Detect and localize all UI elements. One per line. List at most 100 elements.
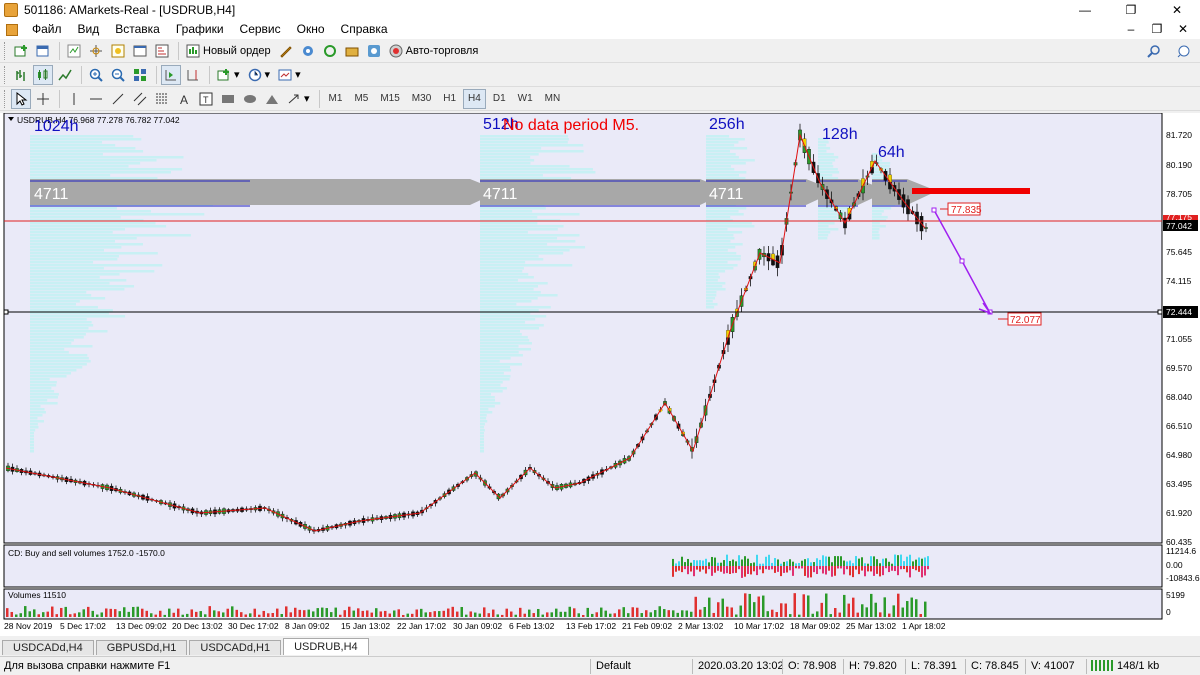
indicators-button[interactable]: ▾ — [214, 65, 243, 85]
timeframe-m1[interactable]: M1 — [328, 93, 343, 104]
chart-shift-button[interactable] — [183, 65, 203, 85]
cd-sell-bar — [798, 566, 800, 569]
profile-bar — [706, 300, 713, 303]
timeframe-h4[interactable]: H4 — [463, 88, 486, 109]
strategy-tester-button[interactable] — [152, 41, 172, 61]
line-chart-button[interactable] — [55, 65, 75, 85]
volume-bar — [613, 613, 616, 617]
menu-help[interactable]: Справка — [340, 22, 388, 36]
tab-usdcadd-h1[interactable]: USDCADd,H1 — [189, 640, 282, 655]
rectangle-tool[interactable] — [218, 89, 238, 109]
window-title: 501186: AMarkets-Real - [USDRUB,H4] — [24, 3, 236, 17]
maximize-button[interactable]: ❐ — [1125, 3, 1137, 17]
vertical-line-tool[interactable] — [64, 89, 84, 109]
market-watch-button[interactable] — [64, 41, 84, 61]
chart-minimize-button[interactable]: – — [1127, 22, 1135, 36]
templates-button[interactable]: ▾ — [275, 65, 304, 85]
cd-sell-bar — [738, 566, 740, 570]
new-order-button[interactable]: Новый ордер — [183, 41, 274, 61]
horizontal-line-tool[interactable] — [86, 89, 106, 109]
timeframe-h1[interactable]: H1 — [443, 93, 457, 104]
hline-handle-right[interactable] — [1157, 309, 1163, 315]
profile-bar — [30, 270, 155, 273]
arrows-tool[interactable]: ▾ — [284, 89, 313, 109]
chart-close-button[interactable]: ✕ — [1177, 22, 1189, 36]
menu-view[interactable]: Вид — [77, 22, 100, 36]
timeframe-mn[interactable]: MN — [544, 93, 561, 104]
data-window-button[interactable] — [86, 41, 106, 61]
volume-bar — [708, 597, 711, 617]
terminal-button[interactable] — [130, 41, 150, 61]
crosshair-tool[interactable] — [33, 89, 53, 109]
hline-handle-left[interactable] — [3, 309, 9, 315]
menu-window[interactable]: Окно — [296, 22, 325, 36]
status-profile[interactable]: Default — [596, 660, 631, 672]
chart-restore-button[interactable]: ❐ — [1151, 22, 1163, 36]
search-button[interactable] — [1144, 41, 1164, 61]
close-button[interactable]: ✕ — [1171, 3, 1183, 17]
cd-buy-bar — [738, 555, 740, 566]
navigator-button[interactable] — [108, 41, 128, 61]
status-bar: Для вызова справки нажмите F1 Default 20… — [0, 656, 1200, 675]
triangle-tool[interactable] — [262, 89, 282, 109]
community-button[interactable] — [364, 41, 384, 61]
timeframe-m15[interactable]: M15 — [380, 93, 400, 104]
menu-file[interactable]: Файл — [32, 22, 62, 36]
menu-tools[interactable]: Сервис — [239, 22, 281, 36]
zoom-in-button[interactable] — [86, 65, 106, 85]
new-chart-button[interactable] — [11, 41, 31, 61]
bar-chart-button[interactable] — [11, 65, 31, 85]
minimize-button[interactable]: — — [1079, 3, 1091, 17]
timeframe-m5[interactable]: M5 — [354, 93, 369, 104]
connection-icon[interactable] — [1091, 660, 1113, 671]
tab-gbpusdd-h1[interactable]: GBPUSDd,H1 — [95, 640, 188, 655]
tile-windows-button[interactable] — [130, 65, 150, 85]
profile-bar — [706, 252, 737, 255]
menu-insert[interactable]: Вставка — [115, 22, 160, 36]
tab-usdrub-h4[interactable]: USDRUB,H4 — [283, 638, 369, 655]
timeframe-d1[interactable]: D1 — [492, 93, 506, 104]
line-chart-icon — [58, 69, 72, 80]
chart-header: USDRUB,H4 76.968 77.278 76.782 77.042 — [17, 115, 180, 125]
cursor-tool[interactable] — [11, 88, 31, 109]
cd-panel[interactable] — [3, 544, 1163, 588]
chart-window[interactable]: 77.835 72.077 USDRUB,H4 76.968 77.278 76… — [0, 112, 1200, 636]
trendline-tool[interactable] — [108, 89, 128, 109]
price-chart[interactable]: 77.835 72.077 USDRUB,H4 76.968 77.278 76… — [0, 112, 1200, 636]
profile-bar — [706, 159, 755, 162]
menu-charts[interactable]: Графики — [175, 22, 224, 36]
chat-button[interactable] — [1174, 41, 1194, 61]
time-axis[interactable]: 28 Nov 2019 5 Dec 17:02 13 Dec 09:02 20 … — [4, 621, 946, 631]
text-tool[interactable]: A — [174, 89, 194, 109]
cd-buy-bar — [828, 556, 830, 566]
autotrading-button[interactable]: Авто-торговля — [386, 41, 482, 61]
channel-tool[interactable] — [130, 89, 150, 109]
profiles-button[interactable] — [33, 41, 53, 61]
profile-bar — [480, 420, 488, 423]
profile-bar — [480, 150, 584, 153]
ellipse-tool[interactable] — [240, 89, 260, 109]
timeframe-m30[interactable]: M30 — [411, 93, 432, 104]
periods-button[interactable]: ▾ — [245, 65, 274, 85]
signals-button[interactable] — [298, 41, 318, 61]
timeframe-w1[interactable]: W1 — [517, 93, 533, 104]
volume-panel-label: Volumes 11510 — [8, 590, 66, 600]
market-button[interactable] — [320, 41, 340, 61]
projection-point-2[interactable] — [959, 258, 965, 264]
profile-bar — [480, 255, 539, 258]
main-chart-panel[interactable] — [3, 112, 1163, 544]
autoscroll-button[interactable] — [161, 64, 181, 85]
resistance-level[interactable] — [912, 188, 1030, 194]
metaeditor-button[interactable] — [276, 41, 296, 61]
candlestick-button[interactable] — [33, 64, 53, 85]
tab-usdcadd-h4[interactable]: USDCADd,H4 — [2, 640, 94, 655]
options-button[interactable] — [342, 41, 362, 61]
price-axis[interactable]: 81.720 80.190 78.705 75.645 74.115 71.05… — [1166, 130, 1192, 547]
chart-collapse-icon[interactable] — [8, 117, 14, 121]
chart-window-icon[interactable] — [6, 23, 18, 36]
projection-point-1[interactable] — [931, 207, 937, 213]
fibonacci-tool[interactable] — [152, 89, 172, 109]
text-label-tool[interactable]: T — [196, 89, 216, 109]
zoom-out-button[interactable] — [108, 65, 128, 85]
profile-bar — [480, 387, 507, 390]
